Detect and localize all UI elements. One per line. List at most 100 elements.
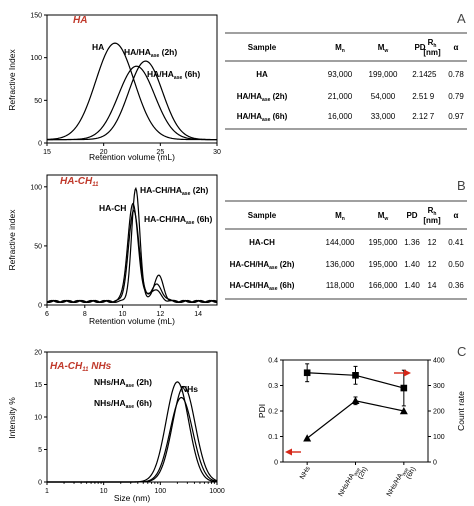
svg-text:Mw: Mw [378, 43, 389, 54]
svg-text:HA: HA [92, 42, 104, 52]
svg-text:166,000: 166,000 [369, 281, 398, 290]
svg-text:HA-CH: HA-CH [99, 203, 126, 213]
svg-text:1.40: 1.40 [404, 281, 420, 290]
svg-text:0.50: 0.50 [448, 260, 464, 269]
y-tick-label: 0 [38, 480, 42, 487]
svg-text:54,000: 54,000 [371, 92, 396, 101]
table-header-row: Sample Mn Mw PD Rh [nm] α [248, 206, 459, 225]
series-line [46, 202, 218, 304]
svg-text:16,000: 16,000 [328, 112, 353, 121]
x-tick-label: 20 [100, 149, 108, 156]
table-row: HA/HAase (6h) 16,000 33,000 2.12 7 0.97 [237, 112, 465, 123]
panel-c-x-axis-label: Size (nm) [114, 493, 151, 503]
svg-text:21,000: 21,000 [328, 92, 353, 101]
y-tick-label: 15 [34, 382, 42, 389]
table-row: HA-CH/HAase (2h) 136,000 195,000 1.40 12… [230, 260, 465, 271]
svg-text:0.97: 0.97 [448, 112, 464, 121]
x-tick-label: 1 [45, 488, 49, 495]
x-tick-label: 14 [194, 311, 202, 318]
y-tick-label: 5 [38, 447, 42, 454]
right-axis-arrow [394, 369, 411, 377]
svg-text:PD: PD [406, 211, 417, 220]
pdi-point [352, 372, 359, 379]
count-y-tick-label: 200 [433, 409, 445, 416]
panel-a-title: HA [73, 15, 87, 26]
table-row: HA-CH 144,000 195,000 1.36 12 0.41 [249, 238, 464, 247]
svg-text:NHs: NHs [299, 465, 312, 481]
svg-text:NHs/HAase: NHs/HAase [386, 465, 411, 499]
svg-text:195,000: 195,000 [369, 238, 398, 247]
svg-text:α: α [454, 43, 459, 52]
panel-c-y-axis-label: Intensity % [7, 397, 17, 439]
svg-text:HA/HAase (6h): HA/HAase (6h) [237, 112, 288, 123]
svg-text:93,000: 93,000 [328, 70, 353, 79]
svg-text:HA: HA [256, 70, 268, 79]
panel-b: HA-CH11 B 6 8 10 12 14 0 50 100 Retention volum… [7, 174, 467, 326]
panel-a-letter: A [457, 11, 466, 26]
svg-text:HA/HAase (2h): HA/HAase (2h) [124, 47, 177, 59]
count-rate-axis-label: Count rate [456, 391, 466, 431]
pdi-point [400, 384, 408, 392]
pdi-axis-label: PDI [257, 404, 267, 418]
svg-text:118,000: 118,000 [326, 281, 355, 290]
svg-text:195,000: 195,000 [369, 260, 398, 269]
series-line [47, 396, 218, 483]
x-tick-label: 10 [100, 488, 108, 495]
x-tick-label: 15 [43, 149, 51, 156]
panel-b-curve-label-ha-ch: HA-CH [99, 203, 126, 213]
count-y-tick-label: 400 [433, 358, 445, 365]
count-y-tick-label: 100 [433, 434, 445, 441]
pdi-y-tick-label: 0.3 [268, 383, 278, 390]
svg-text:α: α [454, 211, 459, 220]
series-line [46, 42, 217, 141]
pdi-category-label: NHs/HAase(6h) [386, 465, 418, 499]
svg-text:Mw: Mw [378, 211, 389, 222]
panel-b-curve-label-6h: HA-CH/HAase (6h) [144, 214, 212, 226]
count-y-tick-label: 300 [433, 383, 445, 390]
panel-c-letter: C [457, 344, 466, 359]
x-tick-label: 12 [156, 311, 164, 318]
y-tick-label: 150 [30, 13, 42, 20]
series-line [47, 381, 218, 483]
panel-a-plot-frame [46, 14, 218, 144]
svg-text:12: 12 [428, 238, 437, 247]
panel-a: HA A 15 20 25 30 0 50 100 150 Retention volume … [7, 11, 467, 162]
panel-b-table: Sample Mn Mw PD Rh [nm] α HA-CH 144,000 … [225, 200, 467, 300]
svg-text:0.79: 0.79 [448, 92, 464, 101]
x-tick-label: 1000 [209, 488, 225, 495]
count-rate-point [399, 407, 408, 415]
pdi-y-tick-label: 0.4 [268, 358, 278, 365]
count-rate-point [351, 396, 360, 404]
series-line [46, 209, 218, 304]
x-tick-label: 30 [213, 149, 221, 156]
panel-b-x-axis-label: Retention volume (mL) [89, 316, 175, 326]
panel-c-curve-label-nhs: NHs [181, 384, 198, 394]
svg-text:14: 14 [428, 281, 437, 290]
y-tick-label: 100 [30, 55, 42, 62]
x-tick-label: 100 [154, 488, 166, 495]
svg-text:136,000: 136,000 [326, 260, 355, 269]
svg-text:7: 7 [430, 112, 435, 121]
pdi-y-tick-label: 0.2 [268, 409, 278, 416]
panel-a-y-axis-label: Refractive Index [7, 49, 17, 111]
svg-text:199,000: 199,000 [369, 70, 398, 79]
panel-b-chart: 6 8 10 12 14 0 50 100 Retention volume (mL) Ref… [7, 174, 218, 326]
svg-text:Mn: Mn [335, 43, 345, 54]
panel-a-table: Sample Mn Mw PD Rh [nm] α HA 93,000 199,… [225, 32, 467, 130]
x-tick-label: 25 [156, 149, 164, 156]
left-axis-arrow [285, 448, 301, 456]
svg-text:PD: PD [414, 43, 425, 52]
svg-text:0.78: 0.78 [448, 70, 464, 79]
svg-text:1.36: 1.36 [404, 238, 420, 247]
y-tick-label: 100 [30, 184, 42, 191]
svg-text:144,000: 144,000 [326, 238, 355, 247]
pdi-category-label: NHs [299, 465, 312, 481]
y-tick-label: 50 [34, 98, 42, 105]
svg-text:Sample: Sample [248, 211, 277, 220]
x-tick-label: 10 [119, 311, 127, 318]
svg-text:9: 9 [430, 92, 435, 101]
series-line [47, 60, 218, 141]
panel-c-size-chart: 1 10 100 1000 0 5 10 15 20 Size (nm) Intensity %… [7, 350, 225, 504]
